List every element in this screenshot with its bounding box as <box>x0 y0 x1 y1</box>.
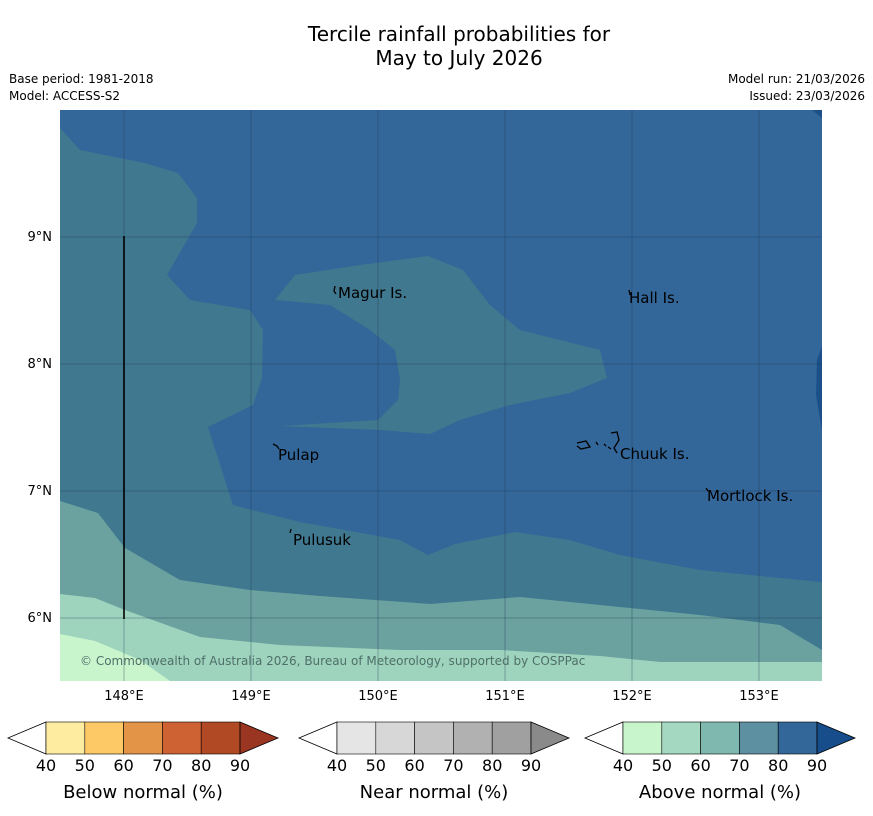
above-normal-tick-40: 40 <box>613 756 633 775</box>
below-normal-label: Below normal (%) <box>63 782 223 803</box>
above-normal-segment-2 <box>661 721 701 755</box>
field-70-80 <box>60 110 822 681</box>
field-60-70 <box>60 501 822 681</box>
island-pulusuk <box>289 528 292 534</box>
field-70-80-tongue <box>275 256 607 434</box>
field-90-plus <box>816 346 822 430</box>
near-normal-segment-1 <box>336 721 377 755</box>
below-normal-tick-80: 80 <box>191 756 211 775</box>
model-run-text: Model run: 21/03/2026 <box>727 72 865 86</box>
below-normal-tick-40: 40 <box>36 756 56 775</box>
below-normal-segment-1 <box>45 721 86 755</box>
lon-label-148: 148°E <box>104 689 144 704</box>
colorbar-below-normal: 40 50 60 70 80 90 Below normal (%) <box>6 721 280 803</box>
below-normal-extend-high <box>239 721 280 755</box>
lon-label-149: 149°E <box>231 689 271 704</box>
below-normal-tick-50: 50 <box>75 756 95 775</box>
model-text: Model: ACCESS-S2 <box>9 89 121 103</box>
colorbar-above-normal: 40 50 60 70 80 90 Above normal (%) <box>583 721 857 803</box>
above-normal-segment-3 <box>700 721 740 755</box>
lat-label-8: 8°N <box>28 357 53 372</box>
below-normal-tick-60: 60 <box>113 756 133 775</box>
lon-label-150: 150°E <box>358 689 398 704</box>
near-normal-segment-5 <box>491 721 532 755</box>
field-40-50 <box>60 634 170 681</box>
near-normal-segment-2 <box>375 721 415 755</box>
map-title: Tercile rainfall probabilities for May t… <box>0 22 873 70</box>
island-hall <box>628 289 631 296</box>
above-normal-segment-1 <box>622 721 663 755</box>
above-normal-segment-5 <box>777 721 818 755</box>
near-normal-label: Near normal (%) <box>360 782 509 803</box>
near-normal-tick-40: 40 <box>327 756 347 775</box>
lon-label-151: 151°E <box>485 689 525 704</box>
above-normal-tick-80: 80 <box>768 756 788 775</box>
meta-left: Base period: 1981-2018 Model: ACCESS-S2 <box>9 71 154 105</box>
issued-text: Issued: 23/03/2026 <box>749 89 865 103</box>
below-normal-tick-70: 70 <box>152 756 172 775</box>
copyright-text: © Commonwealth of Australia 2026, Bureau… <box>80 654 585 668</box>
below-normal-segment-4 <box>162 721 202 755</box>
near-normal-tick-70: 70 <box>443 756 463 775</box>
base-period-text: Base period: 1981-2018 <box>9 72 154 86</box>
near-normal-extend-high <box>530 721 571 755</box>
near-normal-tick-60: 60 <box>404 756 424 775</box>
below-normal-extend-low <box>6 721 47 755</box>
above-normal-label: Above normal (%) <box>639 782 801 803</box>
below-normal-tick-90: 90 <box>230 756 250 775</box>
title-line-1: Tercile rainfall probabilities for <box>307 22 611 46</box>
above-normal-extend-high <box>816 721 857 755</box>
place-label-pulusuk: Pulusuk <box>293 531 351 549</box>
meta-right: Model run: 21/03/2026 Issued: 23/03/2026 <box>728 71 865 105</box>
above-normal-tick-70: 70 <box>729 756 749 775</box>
lat-label-6: 6°N <box>28 611 53 626</box>
above-normal-tick-50: 50 <box>652 756 672 775</box>
lon-label-152: 152°E <box>612 689 652 704</box>
below-normal-segment-2 <box>84 721 124 755</box>
above-normal-segment-4 <box>739 721 779 755</box>
longitude-labels: 148°E 149°E 150°E 151°E 152°E 153°E <box>104 689 779 704</box>
place-label-mortlock: Mortlock Is. <box>707 487 793 505</box>
above-normal-tick-90: 90 <box>807 756 827 775</box>
place-label-chuuk: Chuuk Is. <box>620 445 689 463</box>
islands <box>272 285 709 534</box>
near-normal-extend-low <box>297 721 338 755</box>
title-line-2: May to July 2026 <box>375 46 543 70</box>
island-mortlock <box>705 487 709 492</box>
below-normal-segment-5 <box>200 721 241 755</box>
lon-label-153: 153°E <box>739 689 779 704</box>
colorbars: 40 50 60 70 80 90 Below normal (%) 40 50 60 70 80 9… <box>6 721 857 803</box>
latitude-labels: 9°N 8°N 7°N 6°N <box>28 230 53 626</box>
near-normal-tick-50: 50 <box>366 756 386 775</box>
place-label-hall: Hall Is. <box>629 289 680 307</box>
lat-label-7: 7°N <box>28 484 53 499</box>
below-normal-segment-3 <box>123 721 163 755</box>
probability-fields <box>60 110 822 681</box>
colorbar-near-normal: 40 50 60 70 80 90 Near normal (%) <box>297 721 571 803</box>
place-label-pulap: Pulap <box>278 446 319 464</box>
field-90-plus-top <box>812 110 822 118</box>
field-50-60 <box>60 594 822 681</box>
above-normal-extend-low <box>583 721 624 755</box>
place-labels: Magur Is. Hall Is. Pulap Chuuk Is. Mortl… <box>278 284 793 549</box>
island-pulap <box>272 443 280 450</box>
near-normal-segment-3 <box>414 721 454 755</box>
lat-label-9: 9°N <box>28 230 53 245</box>
island-magur <box>333 285 337 295</box>
island-chuuk <box>576 431 620 454</box>
near-normal-segment-4 <box>453 721 493 755</box>
near-normal-tick-80: 80 <box>482 756 502 775</box>
above-normal-tick-60: 60 <box>690 756 710 775</box>
near-normal-tick-90: 90 <box>521 756 541 775</box>
place-label-magur: Magur Is. <box>338 284 407 302</box>
